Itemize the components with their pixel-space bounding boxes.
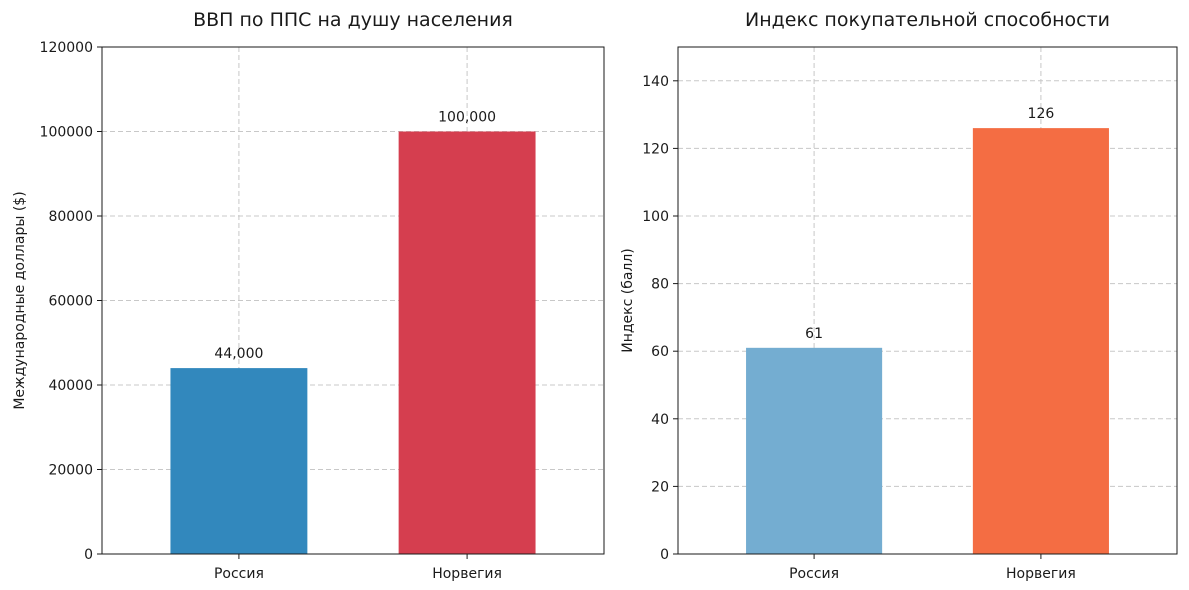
bar-value-label: 44,000 (214, 346, 263, 362)
bar-1 (398, 131, 536, 554)
bar-value-label: 126 (1028, 106, 1055, 122)
bar-value-label: 61 (805, 326, 823, 342)
plot-frame (677, 46, 1178, 555)
bar-0 (170, 368, 308, 554)
x-tick-label: Норвегия (432, 566, 502, 582)
bar-value-label: 100,000 (438, 110, 496, 126)
y-axis-label: Индекс (балл) (620, 248, 636, 353)
chart-purchasing-power-index: 61 126 0 20 40 60 80 100 120 140 Россия Норвегия Инд… (620, 9, 1178, 582)
bar-0 (746, 347, 883, 554)
x-tick-label: Россия (214, 566, 264, 582)
y-tick-label: 80 (651, 277, 669, 293)
y-axis-label: Международные доллары ($) (12, 191, 28, 409)
y-tick-label: 100 (642, 209, 669, 225)
y-tick-label: 0 (84, 547, 93, 563)
x-tick-label: Норвегия (1006, 566, 1076, 582)
y-tick-label: 60 (651, 344, 669, 360)
y-tick-label: 40 (651, 412, 669, 428)
y-tick-label: 140 (642, 74, 669, 90)
y-tick-label: 60000 (48, 294, 93, 310)
y-tick-label: 20000 (48, 463, 93, 479)
x-tick-label: Россия (789, 566, 839, 582)
chart-title: Индекс покупательной способности (745, 9, 1110, 31)
y-tick-label: 100000 (40, 125, 93, 141)
y-tick-label: 120 (642, 141, 669, 157)
y-tick-label: 0 (660, 547, 669, 563)
y-tick-label: 40000 (48, 378, 93, 394)
bar-1 (972, 128, 1109, 554)
chart-title: ВВП по ППС на душу населения (193, 9, 513, 31)
y-tick-label: 120000 (40, 40, 93, 56)
y-tick-label: 20 (651, 479, 669, 495)
y-tick-label: 80000 (48, 209, 93, 225)
chart-gdp-ppp: 44,000 100,000 0 20000 40000 60000 80000 100000… (12, 9, 605, 582)
